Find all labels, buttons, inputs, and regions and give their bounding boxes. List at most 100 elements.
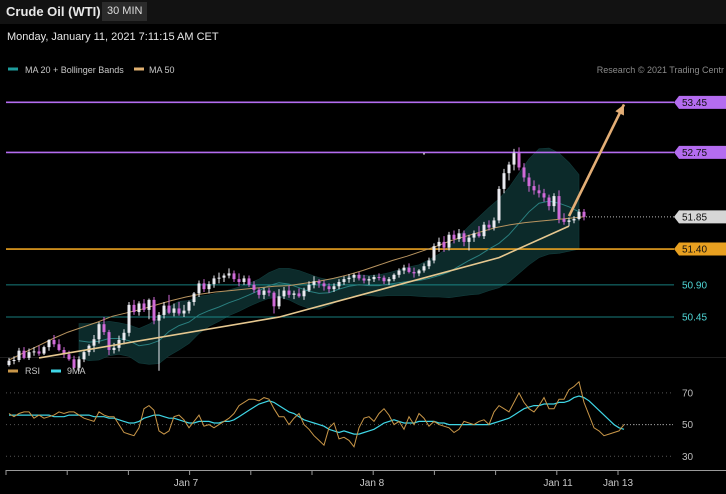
candle-body [352,274,356,278]
candle-body [222,275,226,278]
candle-body [192,293,196,303]
candle [407,263,411,274]
candle [222,273,226,282]
candle [432,243,436,264]
candle-body [232,273,236,280]
legend-swatch-9ma [51,369,61,373]
candle-body [207,284,211,290]
candle [517,147,521,171]
candle-body [457,233,461,240]
candle-body [507,164,511,174]
candle-body [357,274,361,279]
candle-body [112,347,116,350]
time-tick-label: Jan 11 [543,478,573,489]
candle-body [492,220,496,228]
candle-body [287,290,291,295]
candle [272,291,276,314]
candle-body [227,273,231,276]
candle-body [427,260,431,267]
candle [277,289,281,310]
candle-body [472,233,476,238]
candle-body [32,351,36,353]
candle-body [302,290,306,297]
candle [342,276,346,285]
candle-body [12,360,16,361]
candle-body [242,278,246,282]
legend-label-ma50: MA 50 [149,65,175,75]
candle [97,322,101,344]
trendline [38,225,570,359]
candle [287,285,291,298]
candle-body [172,308,176,313]
price-labels: 53.45 52.75 51.85 51.40 50.90 50.45 [423,95,726,324]
candle-body [367,279,371,281]
candle [307,281,311,292]
candle-body [497,188,501,221]
candle-body [37,351,41,354]
candle [427,257,431,270]
candle-body [257,289,261,295]
candle-body [27,352,31,358]
candle-body [202,283,206,290]
price-label-text: 53.45 [682,98,707,109]
candle [322,280,326,291]
candle [462,230,466,247]
chart-header: Crude Oil (WTI) 30 MIN [0,0,726,24]
projection-arrow-head [615,104,624,116]
candle-body [542,193,546,198]
candle [367,276,371,285]
rsi-panel: 70 50 30 [6,380,694,463]
candle [167,294,171,315]
candle [37,345,41,356]
candle [447,231,451,251]
candle-body [52,339,56,345]
candle [27,348,31,360]
candle-body [62,349,66,355]
candle [497,186,501,224]
timeframe-button[interactable]: 30 MIN [102,2,148,21]
candle [17,347,21,363]
candle [527,173,531,192]
candle-body [582,211,586,217]
candle [227,268,231,279]
legend-label-9ma: 9MA [67,366,86,376]
candle-body [22,350,26,358]
candle [437,237,441,252]
price-label-text: 50.90 [682,280,707,291]
candle-body [422,266,426,271]
candle [487,220,491,231]
candle [372,274,376,282]
candle-body [127,304,131,333]
candle-body [147,299,151,310]
candle-body [502,173,506,189]
candle-body [407,267,411,272]
candle-body [182,310,186,314]
main-legend: MA 20 + Bollinger Bands MA 50 [8,65,175,75]
candle [542,188,546,202]
candle-body [567,220,571,222]
candle-body [347,277,351,280]
candle [512,148,516,171]
price-label-support-2: 50.90 [682,280,707,291]
rsi-level-label: 70 [682,388,694,399]
candle [467,234,471,251]
candle [382,275,386,285]
candle [562,213,566,225]
candle-body [392,274,396,280]
candle-body [177,308,181,314]
candle [137,301,141,316]
candle-body [42,347,46,354]
stray-dot [423,152,425,155]
candle-body [217,277,221,279]
chart-datetime: Monday, January 11, 2021 7:11:15 AM CET [7,31,219,43]
legend-label-rsi: RSI [25,366,40,376]
candle-body [417,270,421,274]
candle-body [317,281,321,284]
candle-body [562,218,566,222]
price-label-support-1: 51.40 [674,242,726,256]
candle-body [277,296,281,307]
candle-body [362,278,366,281]
candle-body [197,283,201,294]
price-label-last-price: 51.85 [674,210,726,224]
